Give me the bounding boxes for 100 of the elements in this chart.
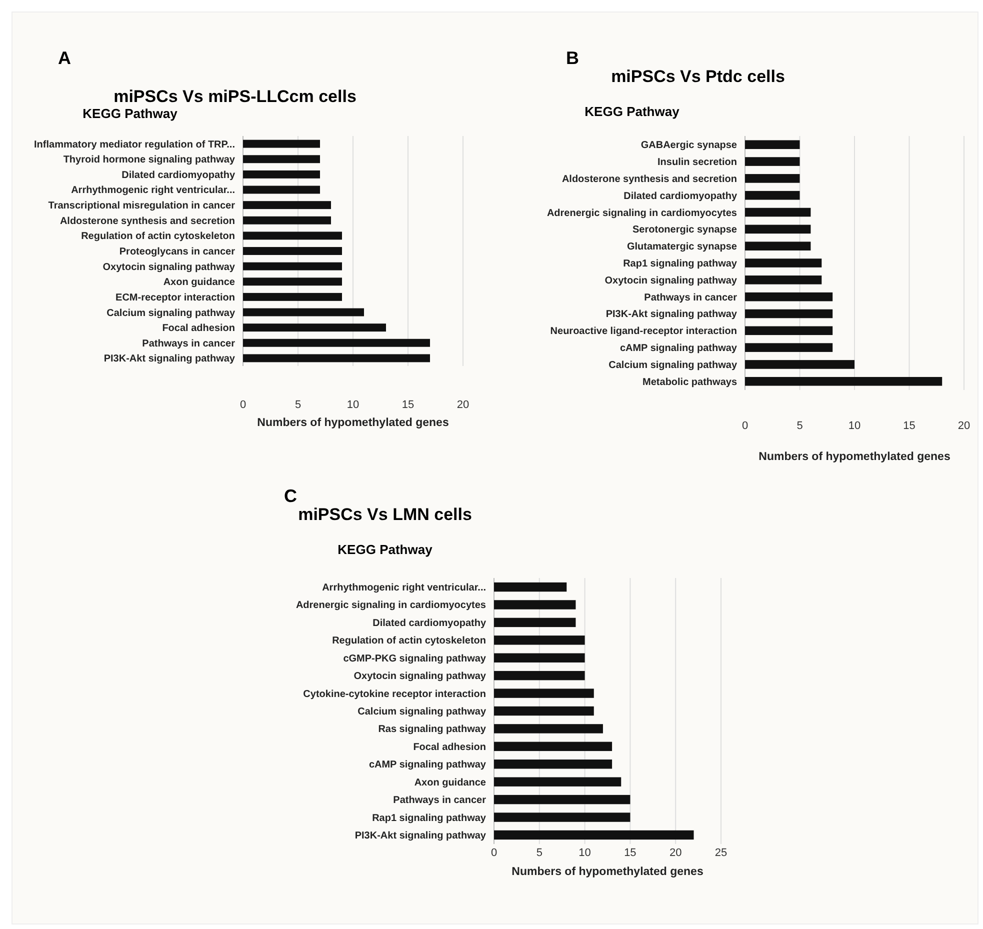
y-tick-label: Serotonergic synapse [632, 224, 738, 236]
y-tick-label: Thyroid hormone signaling pathway [63, 154, 236, 166]
y-axis-title: KEGG Pathway [82, 106, 178, 121]
y-tick-label: Axon guidance [414, 777, 486, 788]
y-tick-label: Proteoglycans in cancer [119, 246, 236, 258]
bar [243, 292, 342, 301]
bar [243, 140, 320, 148]
x-tick-label: 20 [669, 847, 682, 859]
y-tick-label: Calcium signaling pathway [358, 706, 486, 718]
x-tick-label: 0 [742, 420, 748, 432]
bar [745, 258, 822, 268]
y-tick-label: Calcium signaling pathway [608, 360, 738, 371]
y-tick-label: Adrenergic signaling in cardiomyocytes [296, 600, 486, 612]
y-tick-label: Focal adhesion [162, 323, 235, 334]
bar [745, 190, 800, 200]
bar [494, 777, 622, 786]
text: B [566, 48, 579, 68]
text: C [284, 486, 297, 506]
x-tick-label: 10 [578, 847, 591, 859]
y-tick-label: Metabolic pathways [642, 376, 738, 388]
bar [243, 186, 320, 194]
y-tick-label: PI3K-Akt signaling pathway [606, 309, 738, 320]
x-tick-label: 5 [294, 399, 302, 411]
y-tick-label: PI3K-Akt signaling pathway [354, 830, 486, 842]
bar [494, 653, 585, 662]
y-tick-label: Rap1 signaling pathway [623, 258, 738, 270]
chart-title: miPSCs Vs miPS-LLCcm cells [114, 87, 356, 106]
y-tick-label: ECM-receptor interaction [116, 292, 235, 304]
bar [494, 724, 603, 734]
y-tick-label: Arrhythmogenic right ventricular... [71, 185, 236, 196]
bar [745, 242, 811, 250]
y-tick-label: Axon guidance [163, 277, 236, 288]
x-tick-label: 20 [456, 399, 470, 411]
bar [243, 308, 364, 316]
y-tick-label: Rap1 signaling pathway [372, 812, 486, 824]
bar [494, 582, 567, 592]
x-tick-label: 5 [796, 420, 803, 432]
y-tick-label: Focal adhesion [413, 742, 486, 753]
bar [494, 706, 594, 716]
x-tick-label: 15 [624, 847, 636, 859]
bar [745, 276, 822, 284]
y-tick-label: Dilated cardiomyopathy [372, 618, 486, 629]
x-axis-title: Numbers of hypomethylated genes [257, 417, 449, 429]
y-tick-label: Regulation of actin cytoskeleton [81, 231, 235, 242]
bar [745, 343, 833, 352]
y-tick-label: GABAergic synapse [640, 140, 738, 152]
y-tick-label: Transcriptional misregulation in cancer [48, 200, 236, 212]
bar [745, 376, 942, 386]
x-axis-title: Numbers of hypomethylated genes [512, 866, 704, 878]
y-tick-label: Ras signaling pathway [378, 724, 486, 736]
bar [494, 600, 576, 610]
y-tick-label: Pathways in cancer [393, 795, 486, 806]
y-tick-label: Glutamatergic synapse [626, 242, 738, 253]
y-tick-label: Aldosterone synthesis and secretion [562, 174, 737, 185]
y-tick-label: Dilated cardiomyopathy [624, 190, 738, 202]
y-tick-label: Adrenergic signaling in cardiomyocytes [546, 208, 738, 219]
y-axis-title: KEGG Pathway [584, 104, 680, 119]
y-tick-label: cAMP signaling pathway [368, 760, 486, 771]
chart-title: miPSCs Vs Ptdc cells [611, 67, 785, 86]
y-tick-label: Oxytocin signaling pathway [604, 275, 738, 286]
bar [745, 224, 811, 234]
bar [243, 201, 331, 210]
bar [494, 742, 612, 752]
y-tick-label: PI3K-Akt signaling pathway [104, 354, 236, 365]
y-tick-label: Oxytocin signaling pathway [102, 262, 236, 273]
bar [494, 688, 594, 698]
bar [745, 208, 811, 217]
chart-title: miPSCs Vs LMN cells [298, 505, 472, 524]
y-tick-label: Neuroactive ligand-receptor interaction [550, 326, 737, 338]
x-tick-label: 20 [958, 420, 970, 432]
bar [494, 830, 694, 840]
bar [745, 360, 854, 369]
y-tick-label: Aldosterone synthesis and secretion [60, 216, 235, 227]
y-tick-label: Dilated cardiomyopathy [122, 170, 236, 181]
bar [243, 232, 342, 240]
y-tick-label: Oxytocin signaling pathway [354, 671, 486, 682]
bar [745, 174, 800, 183]
x-tick-label: 0 [490, 847, 498, 859]
bar [243, 247, 342, 255]
bar [494, 670, 585, 680]
y-tick-label: Cytokine-cytokine receptor interaction [303, 688, 486, 700]
x-axis-title: Numbers of hypomethylated genes [758, 451, 950, 463]
bar [745, 309, 833, 318]
bar [243, 170, 320, 178]
bar [243, 216, 331, 224]
bar [494, 618, 576, 628]
bar [243, 262, 342, 270]
text: A [58, 48, 71, 68]
bar [494, 794, 630, 804]
bar [243, 354, 430, 362]
y-tick-label: Inflammatory mediator regulation of TRP... [34, 139, 236, 150]
y-tick-label: Calcium signaling pathway [106, 308, 236, 319]
bar [494, 636, 585, 645]
bar [745, 157, 800, 166]
bar [243, 278, 342, 286]
bar [243, 155, 320, 164]
bar [745, 326, 833, 336]
x-tick-label: 15 [903, 420, 916, 432]
bar [745, 292, 833, 302]
y-tick-label: Regulation of actin cytoskeleton [332, 636, 486, 647]
